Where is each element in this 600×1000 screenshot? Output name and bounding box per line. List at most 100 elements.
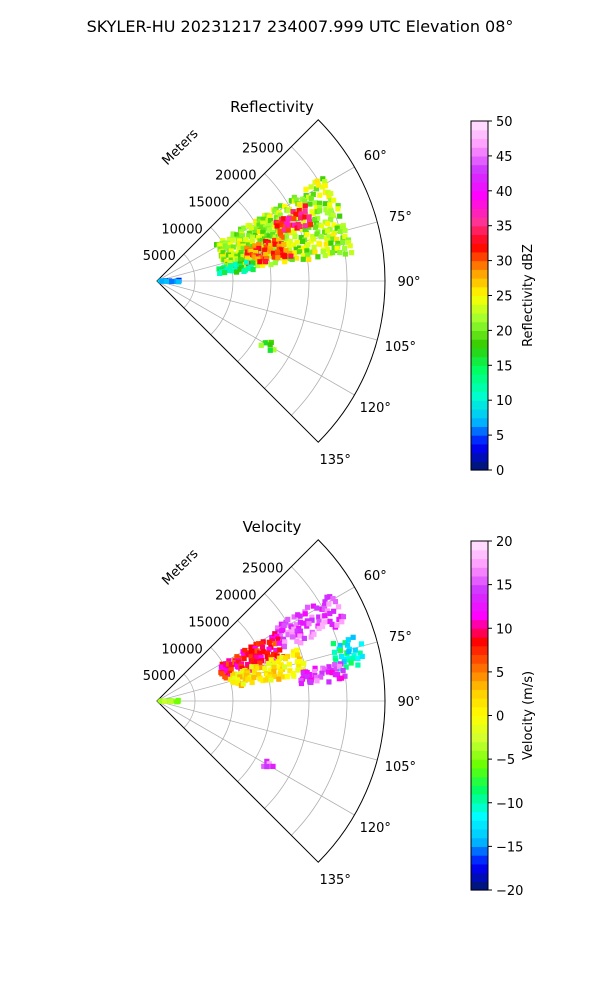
echo-gate (241, 225, 247, 231)
colorbar-segment (471, 330, 488, 340)
echo-gate (310, 211, 316, 217)
echo-gate (331, 608, 337, 614)
echo-gate (331, 222, 337, 228)
echo-gate (341, 656, 348, 662)
echo-gate (272, 241, 278, 247)
colorbar-segment (471, 408, 488, 419)
echo-gate (226, 658, 232, 664)
echo-gate (297, 223, 303, 230)
echo-gate (236, 660, 242, 666)
echo-gate (259, 644, 266, 650)
echo-gate (333, 666, 339, 672)
echo-gate (327, 226, 333, 232)
colorbar-tick-label: 5 (496, 429, 504, 444)
echo-gate (176, 279, 182, 285)
echo-gate (282, 656, 289, 662)
echo-gate (322, 619, 328, 625)
colorbar-segment (471, 549, 488, 560)
echo-gate (230, 251, 237, 257)
echo-gate (217, 246, 223, 252)
echo-gate (319, 623, 326, 630)
echo-gate (228, 263, 234, 269)
echo-gate (272, 208, 278, 214)
echo-gate (297, 658, 303, 665)
echo-gate (266, 639, 272, 645)
echo-gate (235, 680, 241, 687)
echo-gate (324, 210, 331, 216)
echo-gate (290, 652, 296, 658)
colorbar-segment (471, 689, 488, 699)
echo-gate (267, 347, 273, 353)
colorbar-tick-label: −5 (496, 753, 515, 768)
echo-gate (287, 250, 293, 257)
echo-gate (312, 200, 318, 206)
colorbar-segment (471, 243, 488, 253)
echo-gate (339, 619, 345, 625)
echo-gate (285, 208, 291, 214)
echo-gate (223, 663, 229, 669)
echo-gate (320, 249, 326, 255)
echo-gate (327, 610, 333, 617)
echo-gate (230, 679, 237, 685)
echo-gate (316, 625, 322, 632)
echo-gate (297, 633, 303, 639)
echo-gate (218, 664, 224, 670)
colorbar-segment (471, 295, 488, 305)
colorbar-segment (471, 802, 488, 813)
echo-gate (275, 625, 281, 631)
colorbar-segment (471, 759, 488, 769)
echo-gate (279, 234, 285, 240)
echo-gate (332, 599, 339, 605)
colorbar-segment (471, 286, 488, 297)
echo-gate (293, 197, 299, 203)
echo-gate (260, 220, 266, 226)
echo-gate (258, 342, 264, 348)
echo-gate (328, 240, 334, 246)
echo-gate (272, 641, 278, 647)
echo-gate (303, 186, 309, 192)
echo-gate (338, 653, 345, 660)
echo-gate (296, 207, 302, 214)
colorbar-segment (471, 225, 488, 236)
colorbar-segment (471, 654, 488, 664)
echo-gate (235, 664, 241, 670)
echo-gate (267, 674, 273, 680)
echo-gate (314, 178, 320, 184)
echo-gate (250, 266, 256, 273)
colorbar-segment (471, 365, 488, 375)
echo-gate (260, 237, 266, 244)
echo-gate (233, 261, 239, 267)
echo-gate (270, 232, 276, 238)
echo-gate (341, 659, 347, 665)
colorbar-segment (471, 645, 488, 656)
echo-gate (294, 239, 300, 245)
echo-gate (268, 261, 274, 268)
colorbar-segment (471, 321, 488, 331)
echo-gate (265, 660, 272, 667)
colorbar-segment (471, 339, 488, 349)
colorbar-segment (471, 741, 488, 751)
radial-tick-label: 10000 (161, 642, 202, 657)
echo-gate (228, 254, 234, 260)
reflectivity-title: Reflectivity (230, 98, 314, 116)
colorbar-segment (471, 794, 488, 804)
echo-gate (271, 250, 277, 256)
echo-gate (269, 637, 276, 644)
colorbar-segment (471, 356, 488, 366)
echo-gate (328, 208, 334, 214)
echo-gate (327, 618, 333, 624)
colorbar-segment (471, 164, 488, 174)
colorbar-segment (471, 138, 488, 148)
echo-gate (256, 222, 262, 228)
echo-gate (228, 667, 234, 673)
echo-gate (267, 218, 273, 224)
echo-gate (259, 224, 265, 230)
echo-gate (248, 226, 254, 232)
colorbar-tick-label: 30 (496, 255, 513, 270)
echo-gate (313, 674, 320, 681)
echo-gate (272, 631, 278, 637)
echo-gate (257, 660, 263, 666)
echo-gate (272, 260, 278, 266)
echo-gate (340, 223, 346, 229)
echo-gate (268, 657, 274, 663)
